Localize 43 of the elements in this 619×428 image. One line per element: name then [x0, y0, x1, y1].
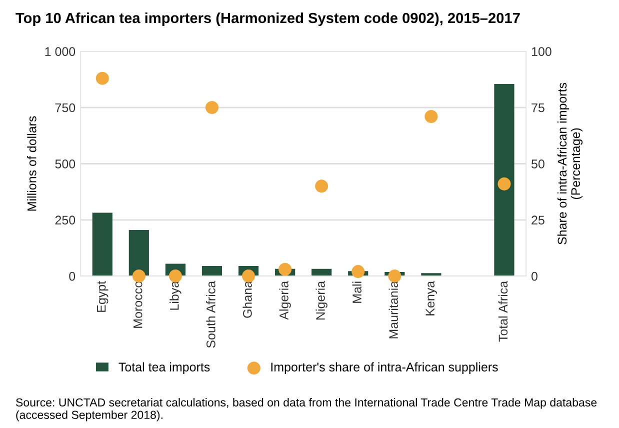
- y2-tick-label: 100: [532, 47, 552, 56]
- legend-label: Total tea imports: [118, 362, 210, 374]
- y-tick-label: 750: [55, 103, 76, 112]
- y2-tick-label: 50: [532, 160, 544, 168]
- legend-label: Importer's share of intra-African suppliers: [271, 362, 498, 374]
- point: [315, 180, 328, 193]
- y-tick-label: 500: [55, 160, 76, 168]
- x-tick-label: Nigeria: [316, 280, 328, 320]
- bar: [494, 84, 514, 276]
- bar: [312, 268, 332, 276]
- bar: [202, 266, 222, 276]
- x-tick-label: Mauritania: [388, 280, 398, 338]
- point: [96, 72, 109, 85]
- y-tick-label: 1 000: [45, 47, 76, 56]
- x-tick-label: Egypt: [97, 281, 108, 312]
- x-tick-label: Morocco: [134, 281, 142, 328]
- y-tick-label: 0: [69, 272, 76, 281]
- point: [388, 270, 402, 283]
- x-tick-label: Kenya: [426, 280, 437, 316]
- point: [498, 177, 511, 190]
- x-tick-label: Mali: [352, 282, 362, 303]
- source-note: Source: UNCTAD secretariat calculations, based on data from the International Trade Centre Trade Map database (accessed September 2018).: [16, 398, 597, 422]
- point: [352, 265, 365, 278]
- y2-axis-title: Share of intra-African imports (Percentage): [557, 82, 583, 244]
- y2-tick-label: 75: [532, 103, 544, 112]
- x-tick-label: Total Africa: [498, 280, 508, 342]
- y-tick-label: 250: [55, 216, 76, 225]
- x-tick-label: Libya: [170, 280, 182, 310]
- y2-tick-label: 25: [532, 216, 544, 225]
- bar: [92, 212, 112, 276]
- y-axis-title: Millions of dollars: [27, 116, 36, 211]
- x-tick-label: Algeria: [279, 280, 291, 320]
- point: [132, 270, 146, 283]
- bar: [128, 230, 149, 276]
- x-tick-label: Ghana: [242, 280, 252, 318]
- point: [205, 101, 218, 114]
- point: [168, 270, 182, 283]
- point: [424, 110, 438, 124]
- x-tick-label: South Africa: [206, 280, 216, 348]
- point: [242, 270, 256, 283]
- chart-title: Top 10 African tea importers (Harmonized System code 0902), 2015–2017: [16, 12, 520, 26]
- point: [278, 262, 292, 276]
- y2-tick-label: 0: [532, 272, 538, 281]
